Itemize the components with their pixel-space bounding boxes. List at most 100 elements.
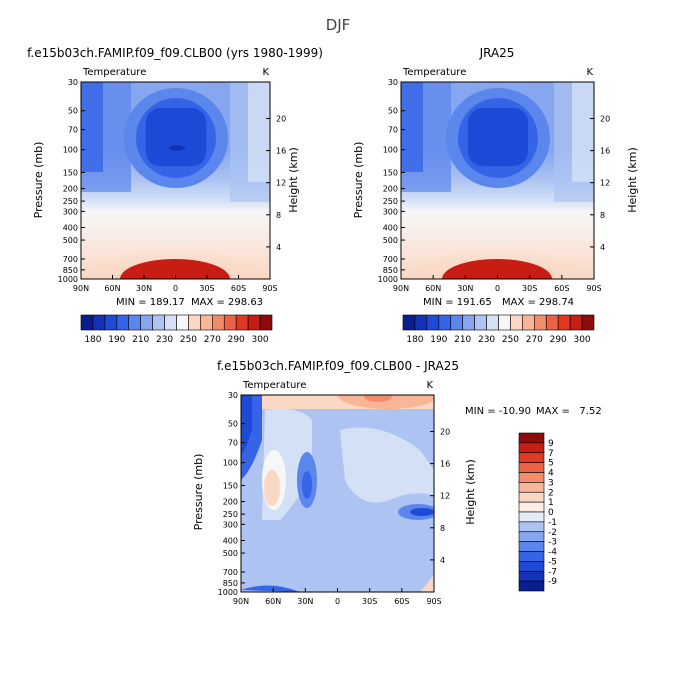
pressure-tick-label: 1000 [58, 275, 78, 284]
height-tick-label: 12 [276, 179, 286, 188]
pressure-tick-label: 70 [388, 126, 398, 135]
max-label: MAX = 298.63 [191, 297, 263, 308]
colorbar-label: -2 [548, 528, 557, 538]
colorbar-label: -7 [548, 567, 557, 577]
height-tick-label: 8 [276, 211, 281, 220]
colorbar-label: 270 [204, 335, 221, 345]
colorbar-swatch [498, 314, 511, 331]
colorbar-swatch [518, 521, 545, 533]
colorbar-label: 230 [156, 335, 173, 345]
pressure-tick-label: 250 [223, 510, 238, 519]
colorbar-label: 7 [548, 449, 554, 459]
pressure-tick-label: 150 [63, 168, 78, 177]
height-tick-label: 20 [440, 427, 450, 436]
colorbar-swatch [518, 452, 545, 463]
height-tick-label: 8 [600, 211, 605, 220]
pressure-tick-label: 1000 [218, 588, 238, 597]
lat-tick-label: 30S [362, 597, 377, 606]
pressure-tick-label: 200 [223, 498, 238, 507]
colorbar-label: 270 [526, 335, 543, 345]
colorbar: 180 190 210 230 250 270 290 300 [402, 314, 595, 345]
colorbar-swatch [486, 314, 499, 331]
colorbar-label: 300 [251, 335, 268, 345]
colorbar-swatch [223, 314, 237, 331]
colorbar-label: 1 [548, 498, 554, 508]
contour-field [81, 82, 270, 279]
pressure-tick-label: 700 [63, 255, 78, 264]
pressure-tick-label: 850 [223, 579, 238, 588]
colorbar-swatch [518, 561, 545, 572]
pressure-tick-label: 300 [63, 207, 78, 216]
colorbar-swatch [545, 314, 559, 331]
colorbar-label: 250 [502, 335, 519, 345]
pressure-tick-label: 1000 [378, 275, 398, 284]
min-label: MIN = 191.65 [423, 297, 492, 308]
lat-tick-label: 90N [73, 284, 89, 293]
colorbar-swatch [438, 314, 452, 331]
colorbar-label: 3 [548, 478, 554, 488]
pressure-tick-label: 30 [68, 78, 78, 87]
panel-title: f.e15b03ch.FAMIP.f09_f09.CLB00 (yrs 1980… [27, 46, 323, 60]
colorbar-label: -4 [548, 548, 557, 558]
colorbar-label: 180 [406, 335, 423, 345]
lat-tick-label: 60N [265, 597, 281, 606]
pressure-tick-label: 100 [63, 146, 78, 155]
panel-difference: f.e15b03ch.FAMIP.f09_f09.CLB00 - JRA25 T… [192, 359, 602, 606]
pressure-tick-label: 850 [63, 266, 78, 275]
pressure-tick-label: 500 [223, 549, 238, 558]
lat-tick-label: 90S [262, 284, 277, 293]
y-axis-label: Pressure (mb) [32, 142, 45, 219]
lat-tick-label: 90N [393, 284, 409, 293]
lat-tick-label: 30S [522, 284, 537, 293]
colorbar-swatch [259, 314, 273, 331]
colorbar-swatch [450, 314, 463, 331]
pressure-tick-label: 150 [383, 168, 398, 177]
panel-subtitle-right: K [262, 67, 269, 78]
colorbar-label: 290 [550, 335, 567, 345]
colorbar-swatch [426, 314, 440, 331]
colorbar-swatch [212, 314, 225, 331]
panel-jra25: JRA25 Temperature K Pressure (mb) Height… [352, 46, 639, 345]
panel-subtitle-left: Temperature [402, 67, 466, 78]
pressure-tick-label: 50 [388, 107, 398, 116]
panel-subtitle-left: Temperature [82, 67, 146, 78]
colorbar-swatch [518, 442, 545, 454]
panel-subtitle-left: Temperature [242, 380, 306, 391]
colorbar-swatch [128, 314, 141, 331]
colorbar-swatch [152, 314, 165, 331]
min-label: MIN = 189.17 [116, 297, 185, 308]
pressure-tick-label: 850 [383, 266, 398, 275]
y2-axis-label: Height (km) [626, 147, 639, 213]
colorbar-swatch [518, 472, 545, 483]
contour-field [241, 395, 434, 592]
lat-tick-label: 90S [426, 597, 441, 606]
contour-field [401, 82, 594, 279]
colorbar-swatch [522, 314, 535, 331]
pressure-tick-label: 500 [63, 236, 78, 245]
lat-tick-label: 60S [394, 597, 409, 606]
colorbar-swatch [247, 314, 261, 331]
lat-tick-label: 30S [199, 284, 214, 293]
pressure-tick-label: 100 [223, 459, 238, 468]
colorbar-label: -9 [548, 577, 557, 587]
colorbar-label: 190 [108, 335, 125, 345]
pressure-tick-label: 250 [63, 197, 78, 206]
lat-tick-label: 30N [457, 284, 473, 293]
colorbar-swatch [518, 570, 545, 582]
colorbar-swatch [518, 462, 545, 473]
lat-tick-label: 60N [104, 284, 120, 293]
colorbar-swatch [176, 314, 189, 331]
colorbar-label: -3 [548, 538, 557, 548]
colorbar-swatch [510, 314, 523, 331]
colorbar-swatch [414, 314, 428, 331]
height-tick-label: 12 [600, 179, 610, 188]
colorbar-swatch [518, 501, 545, 513]
colorbar-label: 190 [430, 335, 447, 345]
pressure-tick-label: 250 [383, 197, 398, 206]
colorbar-label: 300 [573, 335, 590, 345]
colorbar-swatch [92, 314, 106, 331]
lat-tick-label: 30N [297, 597, 313, 606]
